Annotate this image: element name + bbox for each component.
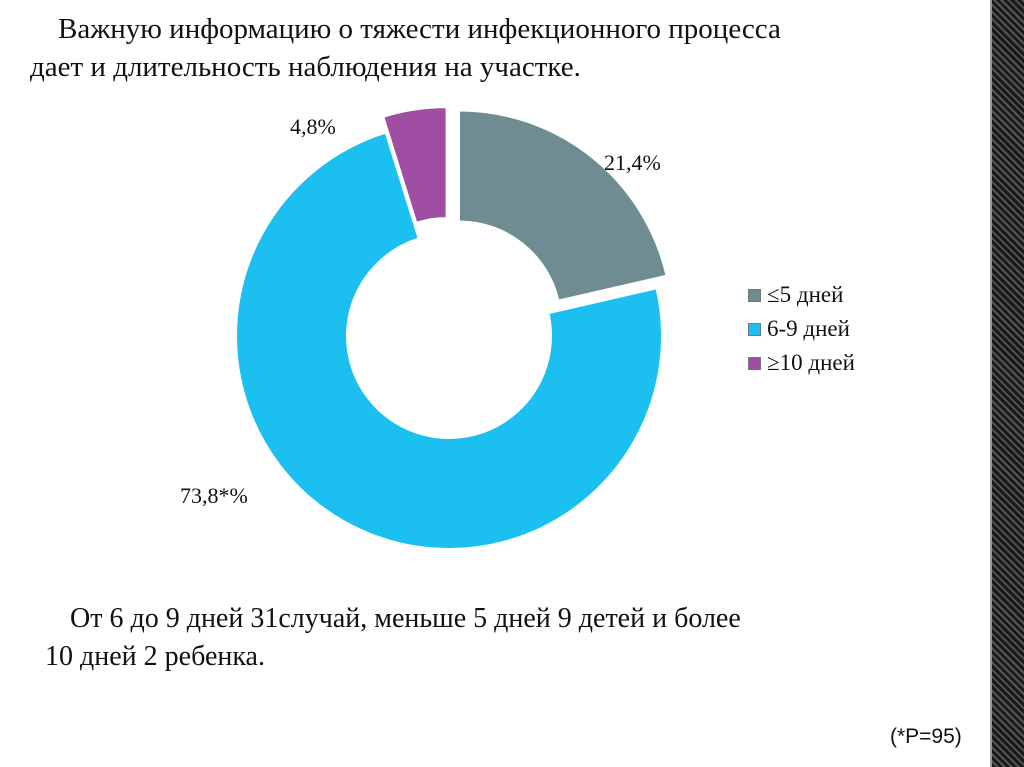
- summary-text: От 6 до 9 дней 31случай, меньше 5 дней 9…: [45, 600, 925, 676]
- legend-item: ≤5 дней: [748, 278, 855, 312]
- summary-line-2: 10 дней 2 ребенка.: [45, 641, 265, 672]
- summary-line-1: От 6 до 9 дней 31случай, меньше 5 дней 9…: [70, 603, 741, 634]
- legend-swatch: [748, 356, 761, 370]
- data-label-1: 73,8*%: [180, 483, 248, 508]
- data-label-0: 21,4%: [604, 150, 661, 175]
- chart-legend: ≤5 дней 6-9 дней ≥10 дней: [748, 278, 855, 380]
- legend-item: ≥10 дней: [748, 346, 855, 380]
- decorative-side-strip: [992, 0, 1024, 767]
- title-line-2: дает и длительность наблюдения на участк…: [30, 51, 581, 83]
- donut-slice-1: [235, 131, 663, 550]
- footnote: (*P=95): [890, 725, 962, 748]
- legend-label: ≤5 дней: [767, 282, 844, 307]
- donut-slice-2: [382, 106, 448, 225]
- legend-swatch: [748, 288, 761, 302]
- data-label-2: 4,8%: [290, 114, 336, 139]
- legend-swatch: [748, 322, 761, 336]
- legend-label: 6-9 дней: [767, 316, 850, 341]
- slide-title: Важную информацию о тяжести инфекционног…: [30, 10, 930, 86]
- legend-item: 6-9 дней: [748, 312, 855, 346]
- slide-border: [990, 0, 993, 767]
- donut-slice-0: [457, 109, 668, 302]
- legend-label: ≥10 дней: [767, 350, 855, 375]
- title-line-1: Важную информацию о тяжести инфекционног…: [58, 13, 781, 45]
